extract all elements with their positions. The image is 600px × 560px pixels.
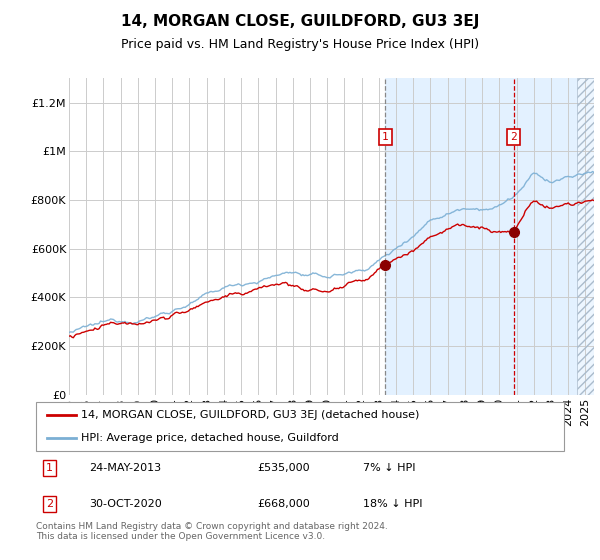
Text: Price paid vs. HM Land Registry's House Price Index (HPI): Price paid vs. HM Land Registry's House … [121, 38, 479, 50]
Text: £535,000: £535,000 [258, 463, 310, 473]
Bar [385, 78, 514, 395]
Text: 24-MAY-2013: 24-MAY-2013 [89, 463, 161, 473]
Bar [577, 78, 594, 395]
Text: 1: 1 [382, 132, 389, 142]
Text: Contains HM Land Registry data © Crown copyright and database right 2024.
This d: Contains HM Land Registry data © Crown c… [36, 522, 388, 542]
Text: 2: 2 [46, 499, 53, 509]
Text: 7% ↓ HPI: 7% ↓ HPI [364, 463, 416, 473]
Text: 2: 2 [510, 132, 517, 142]
Text: 14, MORGAN CLOSE, GUILDFORD, GU3 3EJ: 14, MORGAN CLOSE, GUILDFORD, GU3 3EJ [121, 14, 479, 29]
Text: HPI: Average price, detached house, Guildford: HPI: Average price, detached house, Guil… [81, 433, 338, 444]
Text: 18% ↓ HPI: 18% ↓ HPI [364, 499, 423, 509]
Text: £668,000: £668,000 [258, 499, 311, 509]
Text: 1: 1 [46, 463, 53, 473]
Bar [514, 78, 577, 395]
Text: 30-OCT-2020: 30-OCT-2020 [89, 499, 161, 509]
Bar [577, 78, 594, 395]
Text: 14, MORGAN CLOSE, GUILDFORD, GU3 3EJ (detached house): 14, MORGAN CLOSE, GUILDFORD, GU3 3EJ (de… [81, 410, 419, 421]
